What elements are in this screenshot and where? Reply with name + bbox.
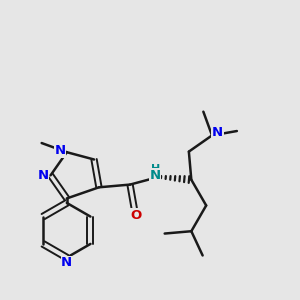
Text: H: H [151, 164, 160, 174]
Text: N: N [61, 256, 72, 269]
Text: N: N [150, 169, 161, 182]
Text: N: N [212, 126, 223, 139]
Text: N: N [55, 144, 66, 157]
Text: N: N [38, 169, 49, 182]
Text: O: O [130, 209, 142, 222]
